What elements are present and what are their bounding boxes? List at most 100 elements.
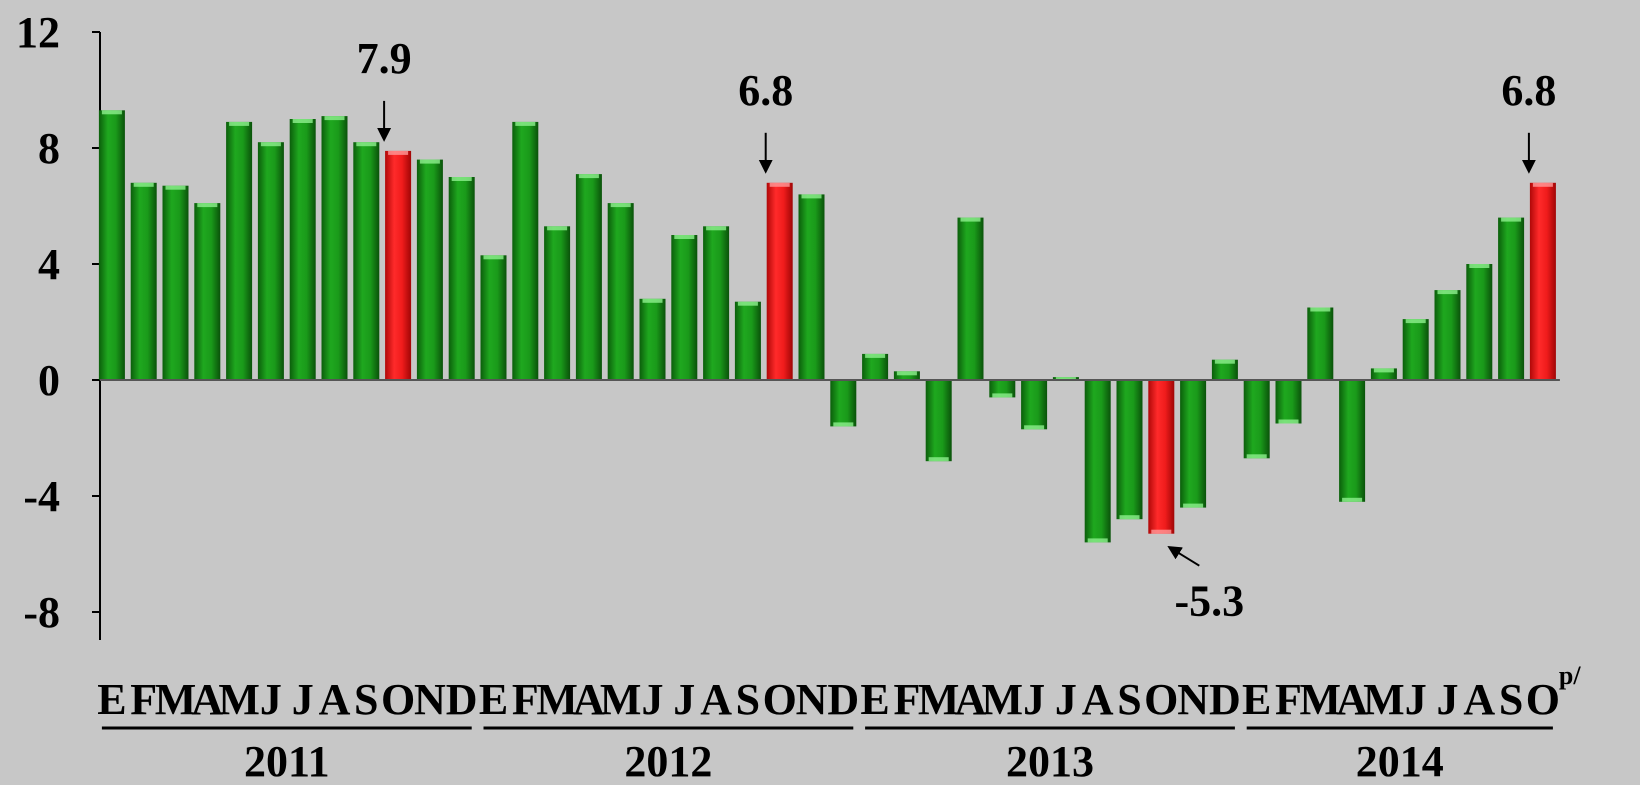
bar bbox=[1434, 290, 1461, 380]
month-label: J bbox=[260, 675, 282, 724]
annotations: 7.9 6.8 -5.3 6.8 bbox=[357, 34, 1557, 626]
bar-cap bbox=[547, 226, 568, 231]
annotation-label: 6.8 bbox=[738, 66, 793, 115]
bar bbox=[544, 226, 571, 380]
bar-cap bbox=[706, 226, 727, 231]
bar-cap bbox=[1183, 503, 1204, 508]
bar-cap bbox=[1024, 425, 1045, 430]
bar-cap bbox=[324, 116, 345, 121]
month-label: J bbox=[673, 675, 695, 724]
month-label: N bbox=[796, 675, 828, 724]
year-label: 2013 bbox=[1006, 737, 1094, 785]
bar bbox=[1498, 217, 1525, 380]
month-label: E bbox=[97, 675, 126, 724]
bar bbox=[639, 298, 666, 380]
month-label: J bbox=[1055, 675, 1077, 724]
bar-cap bbox=[674, 235, 695, 239]
month-label: A bbox=[1463, 675, 1495, 724]
bar-cap bbox=[1373, 368, 1394, 373]
month-label: M bbox=[600, 675, 642, 724]
bar bbox=[957, 217, 984, 380]
annotation-label: 7.9 bbox=[357, 34, 412, 83]
bar bbox=[1116, 380, 1143, 520]
bar bbox=[512, 121, 539, 381]
bar bbox=[671, 235, 698, 380]
bar bbox=[321, 116, 348, 380]
bar-cap bbox=[1469, 264, 1490, 268]
bar bbox=[98, 110, 125, 381]
month-label: M bbox=[155, 675, 197, 724]
bar-highlight bbox=[766, 182, 793, 380]
bar-cap bbox=[928, 457, 949, 462]
bar-cap bbox=[1119, 515, 1140, 520]
bar bbox=[1307, 307, 1334, 380]
bar bbox=[798, 194, 825, 380]
bar bbox=[162, 185, 189, 380]
bar-cap bbox=[1342, 497, 1363, 502]
bar-cap bbox=[865, 353, 886, 358]
bar bbox=[893, 371, 920, 380]
month-label: O bbox=[763, 675, 797, 724]
bar-highlight bbox=[1148, 380, 1175, 534]
bar bbox=[734, 301, 761, 380]
month-label: O bbox=[381, 675, 415, 724]
month-label: J bbox=[292, 675, 314, 724]
y-tick-label: 4 bbox=[38, 240, 60, 289]
year-label: 2012 bbox=[624, 737, 712, 785]
month-label: F bbox=[512, 675, 539, 724]
year-label: 2014 bbox=[1356, 737, 1444, 785]
bar-cap bbox=[101, 110, 122, 115]
bar bbox=[575, 174, 602, 380]
bar-cap bbox=[1087, 538, 1108, 543]
bar-cap bbox=[769, 182, 790, 187]
month-label: M bbox=[1300, 675, 1342, 724]
bar-cap bbox=[229, 121, 250, 126]
bar bbox=[1084, 380, 1111, 543]
bar-cap bbox=[419, 159, 440, 164]
month-label: J bbox=[1405, 675, 1427, 724]
bar-cap bbox=[1278, 419, 1299, 424]
month-label: O bbox=[1526, 675, 1560, 724]
month-label: M bbox=[918, 675, 960, 724]
month-label: A bbox=[319, 675, 351, 724]
month-label: E bbox=[1242, 675, 1271, 724]
annotation-arrow bbox=[1167, 546, 1200, 567]
bar bbox=[830, 380, 857, 427]
bar-cap bbox=[960, 217, 981, 222]
annotation-label: 6.8 bbox=[1501, 66, 1556, 115]
month-label: S bbox=[1117, 675, 1141, 724]
bar-cap bbox=[1310, 307, 1331, 312]
month-label: N bbox=[1177, 675, 1209, 724]
bars bbox=[98, 110, 1556, 543]
bar bbox=[226, 121, 253, 381]
month-label: A bbox=[191, 675, 223, 724]
month-label: D bbox=[827, 675, 859, 724]
bar bbox=[1243, 380, 1270, 459]
month-label: D bbox=[446, 675, 478, 724]
bar-cap bbox=[292, 119, 313, 123]
month-label: J bbox=[1023, 675, 1045, 724]
bar bbox=[416, 159, 443, 380]
annotation-label: -5.3 bbox=[1174, 577, 1244, 626]
bar-highlight bbox=[1529, 182, 1556, 380]
bar bbox=[989, 380, 1016, 398]
y-tick-label: 12 bbox=[16, 8, 60, 57]
month-label: M bbox=[218, 675, 260, 724]
month-label: E bbox=[860, 675, 889, 724]
bar-cap bbox=[356, 142, 377, 147]
month-label: M bbox=[1363, 675, 1405, 724]
bar-cap bbox=[737, 301, 758, 306]
month-label: A bbox=[573, 675, 605, 724]
bar bbox=[257, 142, 284, 380]
bar-cap bbox=[483, 255, 504, 260]
bar bbox=[289, 119, 316, 380]
month-label: A bbox=[1082, 675, 1114, 724]
preliminary-superscript: p/ bbox=[1559, 661, 1581, 690]
bar bbox=[1180, 380, 1207, 508]
bar bbox=[925, 380, 952, 462]
bar bbox=[448, 177, 475, 380]
bar-cap bbox=[642, 298, 663, 303]
bar-cap bbox=[260, 142, 281, 147]
bar-cap bbox=[801, 194, 822, 199]
